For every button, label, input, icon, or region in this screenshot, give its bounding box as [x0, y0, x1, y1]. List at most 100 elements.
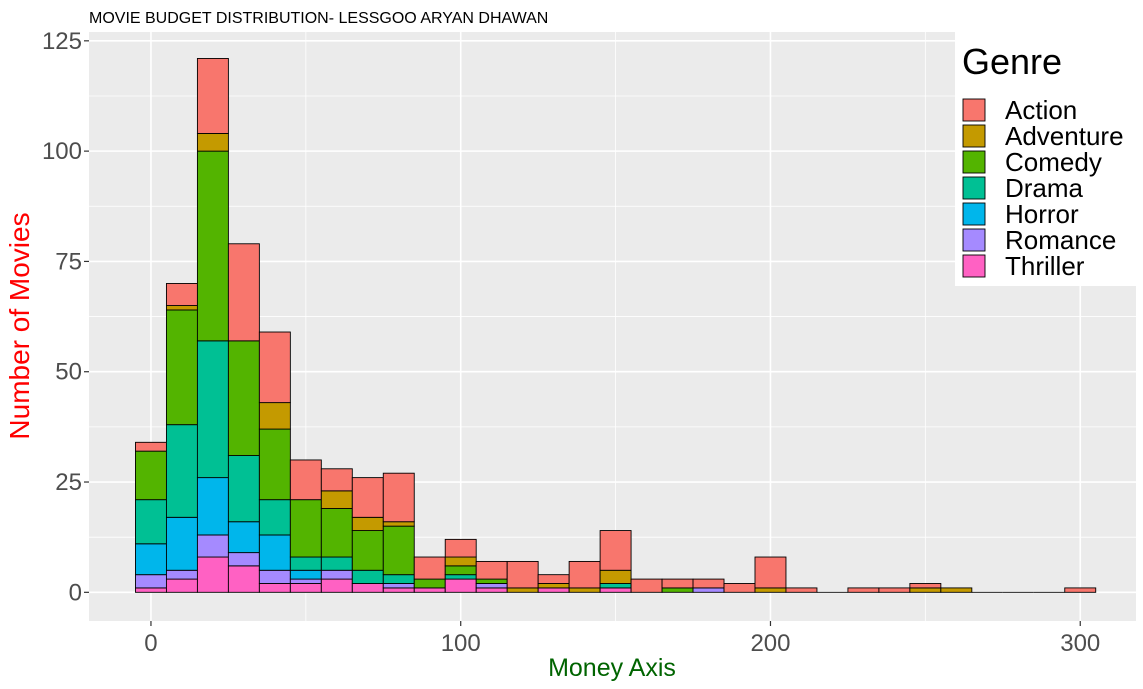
bar-segment-adventure: [258, 402, 291, 430]
legend-label-action: Action: [1005, 95, 1077, 125]
bars: [135, 58, 1097, 593]
bar-segment-horror: [196, 477, 229, 536]
bar-segment-horror: [165, 516, 198, 571]
legend-title: Genre: [962, 41, 1062, 82]
bar-segment-action: [413, 556, 446, 580]
bar-segment-comedy: [227, 340, 260, 457]
bar-segment-action: [227, 243, 260, 342]
bar-segment-romance: [382, 583, 415, 589]
bar-segment-comedy: [413, 578, 446, 589]
bar-segment-drama: [135, 499, 167, 545]
bar-segment-horror: [227, 521, 260, 554]
bar-segment-adventure: [165, 305, 198, 311]
bar-segment-action: [661, 578, 694, 589]
bar-segment-thriller: [258, 583, 291, 593]
bar-segment-romance: [320, 569, 353, 580]
bar-segment-thriller: [444, 578, 477, 593]
bar-segment-comedy: [661, 587, 694, 593]
bar-segment-adventure: [599, 569, 632, 584]
bar-segment-adventure: [568, 587, 601, 593]
bar-segment-adventure: [537, 583, 570, 589]
bar-segment-romance: [475, 583, 508, 589]
bar-segment-thriller: [475, 587, 508, 593]
bar-segment-action: [878, 587, 911, 593]
bar-segment-thriller: [135, 587, 167, 593]
bar-segment-action: [351, 477, 384, 518]
bar-segment-action: [599, 530, 632, 571]
bar-segment-action: [754, 556, 787, 589]
bar-segment-thriller: [165, 578, 198, 593]
bar-segment-adventure: [506, 587, 539, 593]
bar-segment-action: [630, 578, 663, 593]
legend-swatch-thriller: [962, 254, 986, 278]
bar-segment-comedy: [196, 150, 229, 342]
bar-segment-action: [135, 441, 167, 452]
bar-segment-drama: [165, 424, 198, 518]
bar-segment-comedy: [382, 525, 415, 576]
bar-segment-drama: [320, 556, 353, 571]
bar-segment-action: [196, 58, 229, 134]
bar-segment-romance: [196, 534, 229, 558]
legend-swatch-horror: [962, 202, 986, 226]
bar-segment-romance: [692, 587, 725, 593]
x-tick-label: 300: [1060, 630, 1100, 657]
bar-segment-action: [537, 574, 570, 584]
bar-segment-drama: [599, 583, 632, 589]
bar-segment-comedy: [320, 508, 353, 558]
bar-segment-drama: [258, 499, 291, 536]
bar-segment-thriller: [320, 578, 353, 593]
bar-segment-drama: [227, 455, 260, 523]
bar-segment-drama: [289, 556, 322, 571]
bar-segment-action: [692, 578, 725, 589]
bar-segment-adventure: [940, 587, 973, 593]
legend-items: ActionAdventureComedyDramaHorrorRomanceT…: [962, 95, 1124, 281]
y-axis-label: Number of Movies: [4, 212, 35, 439]
bar-segment-thriller: [382, 587, 415, 593]
legend-swatch-adventure: [962, 124, 986, 148]
bar-segment-action: [165, 283, 198, 306]
x-axis-label: Money Axis: [548, 654, 676, 682]
bar-segment-romance: [289, 578, 322, 584]
bar-segment-comedy: [289, 499, 322, 558]
bar-segment-adventure: [320, 490, 353, 509]
bar-segment-romance: [227, 552, 260, 567]
legend-label-comedy: Comedy: [1005, 147, 1102, 177]
bar-segment-thriller: [599, 587, 632, 593]
bar-segment-adventure: [444, 556, 477, 567]
bar-segment-action: [785, 587, 818, 593]
y-tick-label: 75: [55, 248, 82, 275]
bar-segment-action: [1064, 587, 1097, 593]
y-tick-label: 25: [55, 469, 82, 496]
bar-segment-romance: [165, 569, 198, 580]
legend-label-adventure: Adventure: [1005, 121, 1124, 151]
bar-segment-drama: [382, 574, 415, 584]
bar-segment-action: [289, 459, 322, 501]
bar-segment-adventure: [909, 587, 942, 593]
bar-segment-action: [258, 331, 291, 404]
bar-segment-comedy: [258, 428, 291, 501]
bar-segment-adventure: [754, 587, 787, 593]
bar-segment-horror: [289, 569, 322, 580]
legend-label-thriller: Thriller: [1005, 251, 1085, 281]
bar-segment-adventure: [382, 521, 415, 527]
x-tick-label: 0: [144, 630, 157, 657]
chart-title: MOVIE BUDGET DISTRIBUTION- LESSGOO ARYAN…: [89, 10, 548, 27]
y-tick-label: 125: [42, 28, 82, 55]
y-tick-label: 0: [69, 579, 82, 606]
bar-segment-adventure: [196, 133, 229, 152]
legend-swatch-romance: [962, 228, 986, 252]
bar-segment-thriller: [227, 565, 260, 593]
legend-swatch-comedy: [962, 150, 986, 174]
bar-segment-drama: [444, 574, 477, 580]
bar-segment-action: [475, 560, 508, 580]
bar-segment-drama: [351, 569, 384, 584]
y-tick-label: 100: [42, 138, 82, 165]
bar-segment-horror: [258, 534, 291, 571]
bar-segment-comedy: [135, 450, 167, 501]
x-tick-label: 200: [750, 630, 790, 657]
bar-segment-horror: [135, 543, 167, 576]
bar-segment-comedy: [351, 530, 384, 571]
bar-segment-action: [568, 560, 601, 589]
legend-swatch-action: [962, 98, 986, 122]
